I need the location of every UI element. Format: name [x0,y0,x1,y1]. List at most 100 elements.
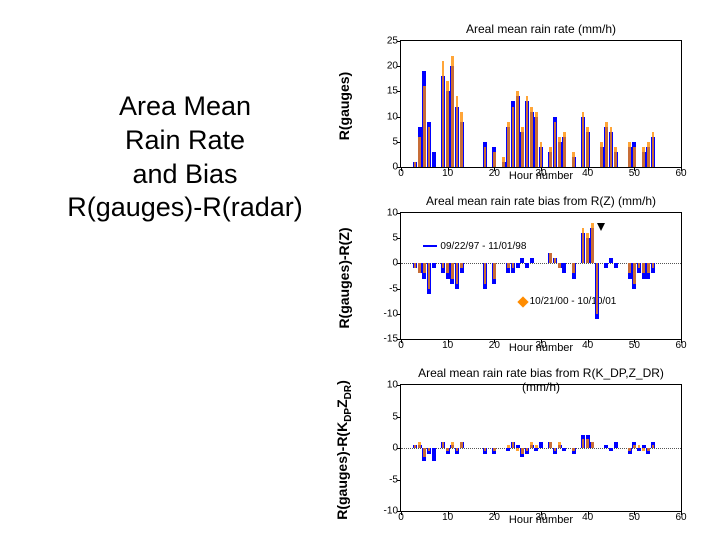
y-tick-label: 10 [387,111,401,122]
bar-orange [502,157,505,167]
bar-orange [493,152,496,167]
bar-orange [554,258,557,263]
bar-orange [633,445,636,448]
bar-orange [516,448,519,451]
bar-orange [414,445,417,448]
bar-orange [460,442,463,448]
legend-entry: 10/21/00 - 10/10/01 [519,296,617,307]
bar-orange [442,442,445,448]
bar-orange [516,91,519,167]
bar-orange [428,448,431,451]
bar-orange [628,142,631,167]
bar-orange [535,112,538,167]
bar-blue [614,263,618,268]
bar-orange [638,263,641,268]
bar-orange [554,122,557,167]
bar-orange [586,233,589,263]
bar-blue [530,258,534,263]
title-line-2: Rain Rate [125,125,245,155]
bar-orange [549,147,552,167]
y-axis-label: R(gauges) [336,72,352,140]
chart-title: Areal mean rain rate (mm/h) [400,22,682,36]
bar-orange [563,132,566,167]
panel-rain-rate: R(gauges)Areal mean rain rate (mm/h)0510… [348,20,708,192]
legend-swatch-blue [423,245,437,247]
legend-entry: 09/22/97 - 11/01/98 [423,241,526,252]
bar-orange [549,253,552,263]
bar-orange [526,448,529,451]
title-line-3: and Bias [132,159,237,189]
bar-orange [582,228,585,263]
y-tick-label: 5 [392,411,401,422]
bar-blue [520,258,524,263]
bar-orange [418,263,421,273]
bar-orange [456,263,459,283]
bar-orange [442,61,445,167]
bar-orange [423,448,426,457]
y-tick-label: 20 [387,61,401,72]
bar-orange [647,448,650,451]
bar-blue [539,442,543,448]
bar-orange [582,439,585,448]
bar-blue [506,448,510,451]
bar-orange [507,263,510,268]
bar-orange [460,112,463,167]
bar-orange [446,263,449,273]
bar-orange [507,445,510,448]
bar-orange [414,263,417,268]
bar-orange [428,263,431,288]
bar-orange [554,448,557,451]
bar-orange [633,147,636,167]
bar-orange [484,147,487,167]
y-tick-label: 15 [387,86,401,97]
bar-orange [456,96,459,167]
bar-orange [414,162,417,167]
bar-orange [586,127,589,167]
bar-blue [609,448,613,451]
bar-orange [652,132,655,167]
panel-bias-kdp: R(gauges)-R(KDPZDR)Areal mean rain rate … [348,364,708,536]
legend-swatch-orange [517,296,528,307]
y-tick-label: 5 [392,233,401,244]
bar-orange [521,127,524,167]
bar-orange [512,263,515,268]
x-axis-label: Hour number [400,170,682,182]
x-axis-label: Hour number [400,342,682,354]
page: Area Mean Rain Rate and Bias R(gauges)-R… [0,0,720,540]
bar-orange [558,137,561,167]
bar-orange [418,442,421,448]
bar-blue [637,448,641,451]
bar-blue [562,263,566,273]
bar-orange [418,137,421,167]
bar-orange [446,81,449,167]
y-tick-label: 10 [387,208,401,219]
bar-blue [534,448,538,451]
bar-orange [530,442,533,448]
bar-orange [633,263,636,283]
bar-blue [614,442,618,448]
title-line-1: Area Mean [119,91,251,121]
y-axis-label: R(gauges)-R(KDPZDR) [334,380,354,520]
bar-orange [642,448,645,451]
bar-orange [628,263,631,273]
bar-orange [521,448,524,454]
bar-orange [549,442,552,448]
bar-orange [642,263,645,273]
bar-orange [572,448,575,451]
bar-orange [423,86,426,167]
chart-title: Areal mean rain rate bias from R(Z) (mm/… [400,194,682,208]
bar-blue [562,448,566,451]
bar-orange [507,122,510,167]
plot-area: -15-10-50510010203040506009/22/97 - 11/0… [400,212,682,340]
bar-blue [516,263,520,268]
y-tick-label: 5 [392,136,401,147]
bar-orange [484,263,487,283]
y-axis-label: R(gauges)-R(Z) [336,227,352,328]
bar-orange [456,448,459,451]
bar-orange [652,445,655,448]
bar-orange [558,442,561,448]
y-tick-label: 25 [387,36,401,47]
bar-orange [572,263,575,273]
bar-orange [638,445,641,448]
bar-orange [460,263,463,268]
